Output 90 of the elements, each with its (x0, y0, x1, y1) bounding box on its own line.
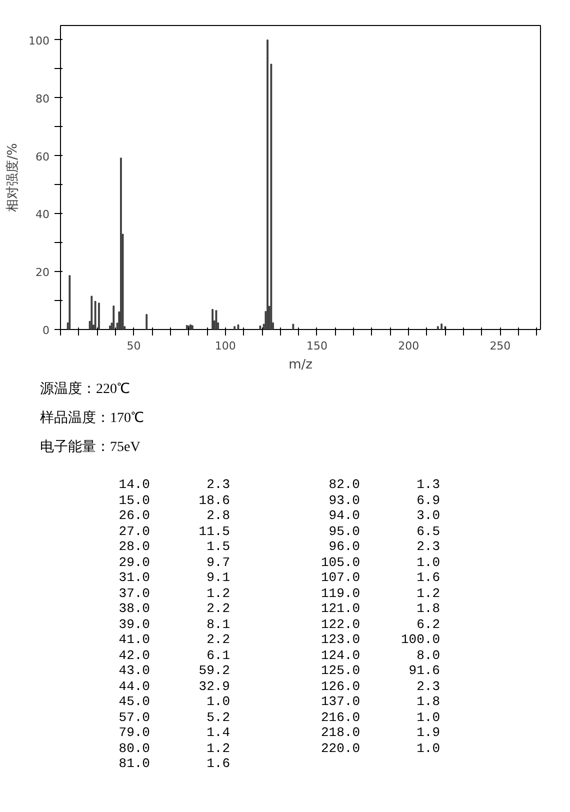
text: 125.0 (320, 663, 360, 678)
text: 5.2 (206, 710, 230, 725)
y-tick-label: 40 (36, 208, 50, 222)
text: 9.1 (206, 570, 230, 586)
text: 82.0 (328, 477, 360, 492)
text: 9.7 (206, 554, 230, 570)
text: 18.6 (198, 492, 230, 508)
x-tick-label: 150 (306, 340, 328, 352)
text: 41.0 (118, 632, 150, 648)
text: 121.0 (320, 601, 360, 616)
text: 1.2 (416, 586, 440, 601)
y-tick-label: 60 (36, 150, 50, 164)
text: 107.0 (320, 570, 360, 586)
text: 28.0 (118, 539, 150, 554)
text: 14.0 (118, 477, 150, 492)
text: 220.0 (320, 740, 360, 756)
text: 218.0 (320, 725, 360, 740)
text: 11.5 (198, 524, 230, 539)
text: 1.6 (206, 756, 230, 772)
text: 42.0 (118, 648, 150, 663)
text: 43.0 (118, 663, 150, 678)
text: 1.9 (416, 725, 440, 740)
text: 1.8 (416, 694, 440, 710)
text: 96.0 (328, 539, 360, 554)
text: 2.8 (206, 508, 230, 524)
text: 105.0 (320, 554, 360, 570)
text: 2.3 (416, 678, 440, 694)
text: 119.0 (320, 586, 360, 601)
text: 137.0 (320, 694, 360, 710)
text: 1.2 (206, 740, 230, 756)
text: 59.2 (198, 663, 230, 678)
text: 95.0 (328, 524, 360, 539)
y-tick-label: 80 (36, 92, 50, 106)
text: 15.0 (118, 492, 150, 508)
text: 32.9 (198, 678, 230, 694)
text: 38.0 (118, 601, 150, 616)
x-tick-label: 250 (490, 340, 511, 352)
text: 91.6 (408, 663, 440, 678)
text: 1.5 (206, 539, 230, 554)
text: 1.0 (416, 710, 440, 725)
y-tick-label: 0 (42, 324, 50, 337)
text: 27.0 (118, 524, 150, 539)
text: 1.2 (206, 586, 230, 601)
y-tick-label: 100 (28, 34, 50, 48)
text: 44.0 (118, 678, 150, 694)
text: 1.0 (416, 554, 440, 570)
x-tick-label: 100 (214, 340, 236, 352)
text: 电子能量：75eV (40, 438, 142, 457)
text: 6.9 (416, 492, 440, 508)
text: 81.0 (118, 756, 150, 772)
text: 80.0 (118, 740, 150, 756)
text: 45.0 (118, 694, 150, 710)
text: 37.0 (118, 586, 150, 601)
text: 31.0 (118, 570, 150, 586)
y-axis-title: 相对强度/% (4, 143, 21, 212)
text: 122.0 (320, 616, 360, 632)
text: 126.0 (320, 678, 360, 694)
text: 3.0 (416, 508, 440, 524)
text: 124.0 (320, 648, 360, 663)
text: 93.0 (328, 492, 360, 508)
text: 216.0 (320, 710, 360, 725)
text: 1.0 (206, 694, 230, 710)
text: 123.0 (320, 632, 360, 648)
text: 29.0 (118, 554, 150, 570)
text: 8.0 (416, 648, 440, 663)
text: 39.0 (118, 616, 150, 632)
text: 94.0 (328, 508, 360, 524)
text: 2.2 (206, 632, 230, 648)
text: 1.4 (206, 725, 230, 740)
text: 2.3 (206, 477, 230, 492)
text: 1.6 (416, 570, 440, 586)
x-axis-title: m/z (288, 358, 313, 372)
x-tick-label: 200 (398, 340, 420, 352)
text: 6.1 (206, 648, 230, 663)
x-tick-label: 50 (126, 340, 141, 352)
text: 57.0 (118, 710, 150, 725)
text: 6.5 (416, 524, 440, 539)
text: 100.0 (400, 632, 440, 648)
text: 79.0 (118, 725, 150, 740)
y-tick-label: 20 (36, 266, 50, 280)
text: 1.0 (416, 740, 440, 756)
text: 6.2 (416, 616, 440, 632)
text: 8.1 (206, 616, 230, 632)
text: 26.0 (118, 508, 150, 524)
text: 1.8 (416, 601, 440, 616)
text: 2.3 (416, 539, 440, 554)
text: 2.2 (206, 601, 230, 616)
text: 样品温度：170℃ (40, 409, 144, 428)
text: 源温度：220℃ (40, 380, 131, 399)
text: 1.3 (416, 477, 440, 492)
